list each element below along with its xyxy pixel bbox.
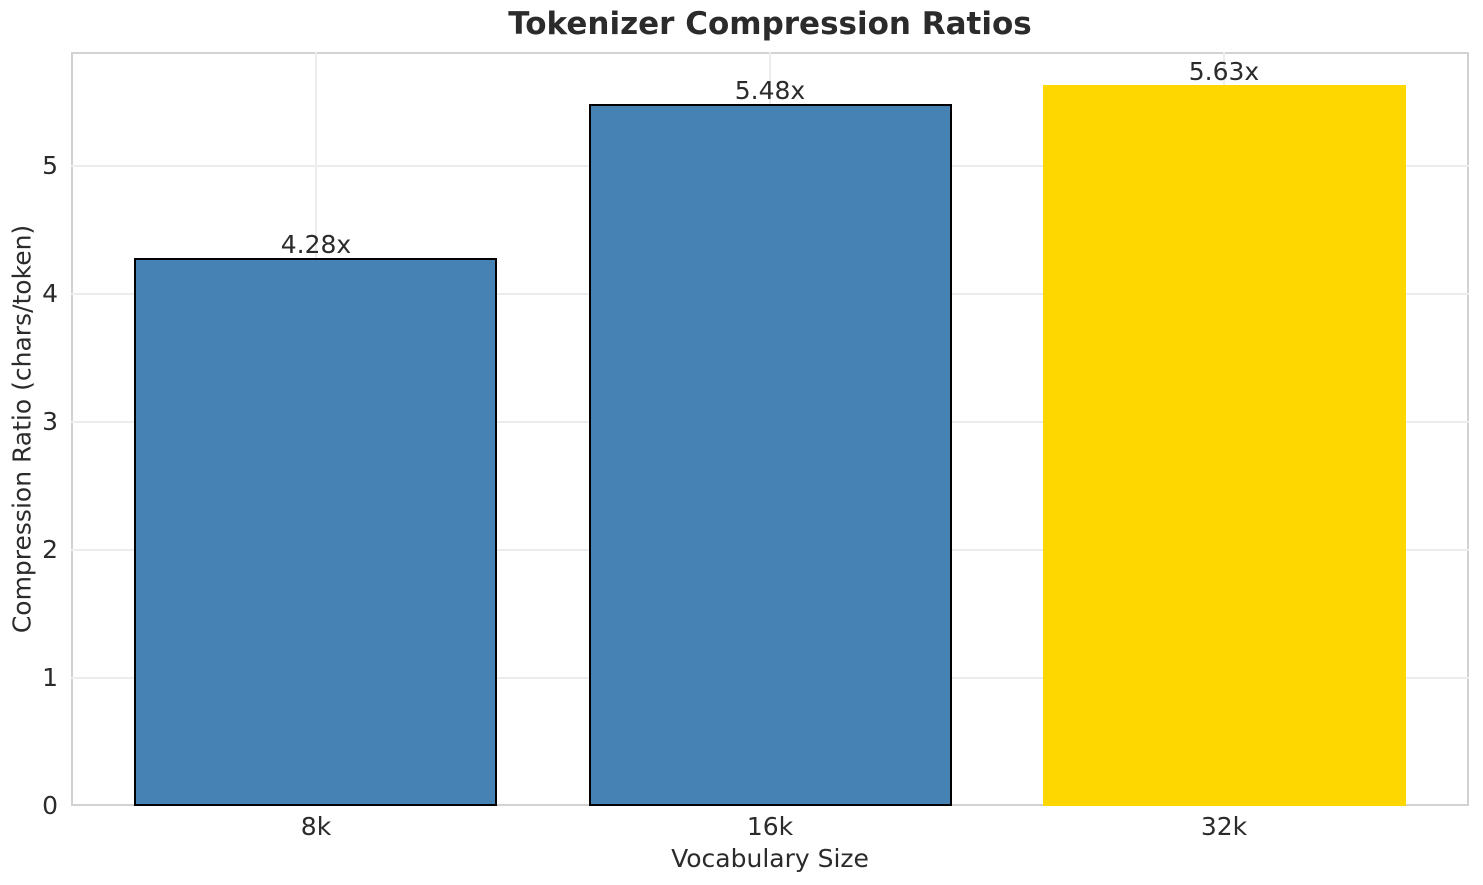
x-tick-label: 32k (1200, 812, 1248, 841)
plot-area: 4.28x 5.48x 5.63x (71, 52, 1469, 806)
bar-value-label: 4.28x (280, 230, 352, 259)
y-tick-label: 0 (42, 791, 58, 820)
y-tick-label: 1 (42, 663, 58, 692)
y-tick-label: 3 (42, 407, 58, 436)
x-tick-label: 16k (746, 812, 794, 841)
bar-8k (134, 258, 497, 806)
bar-32k (1043, 85, 1406, 806)
bar-value-label: 5.48x (734, 76, 806, 105)
bar-value-label: 5.63x (1188, 57, 1260, 86)
chart-title: Tokenizer Compression Ratios (508, 6, 1032, 42)
x-tick-label: 8k (300, 812, 332, 841)
x-axis-label: Vocabulary Size (671, 844, 869, 873)
bar-16k (589, 104, 952, 806)
y-tick-label: 4 (42, 279, 58, 308)
y-tick-label: 2 (42, 535, 58, 564)
y-tick-label: 5 (42, 151, 58, 180)
